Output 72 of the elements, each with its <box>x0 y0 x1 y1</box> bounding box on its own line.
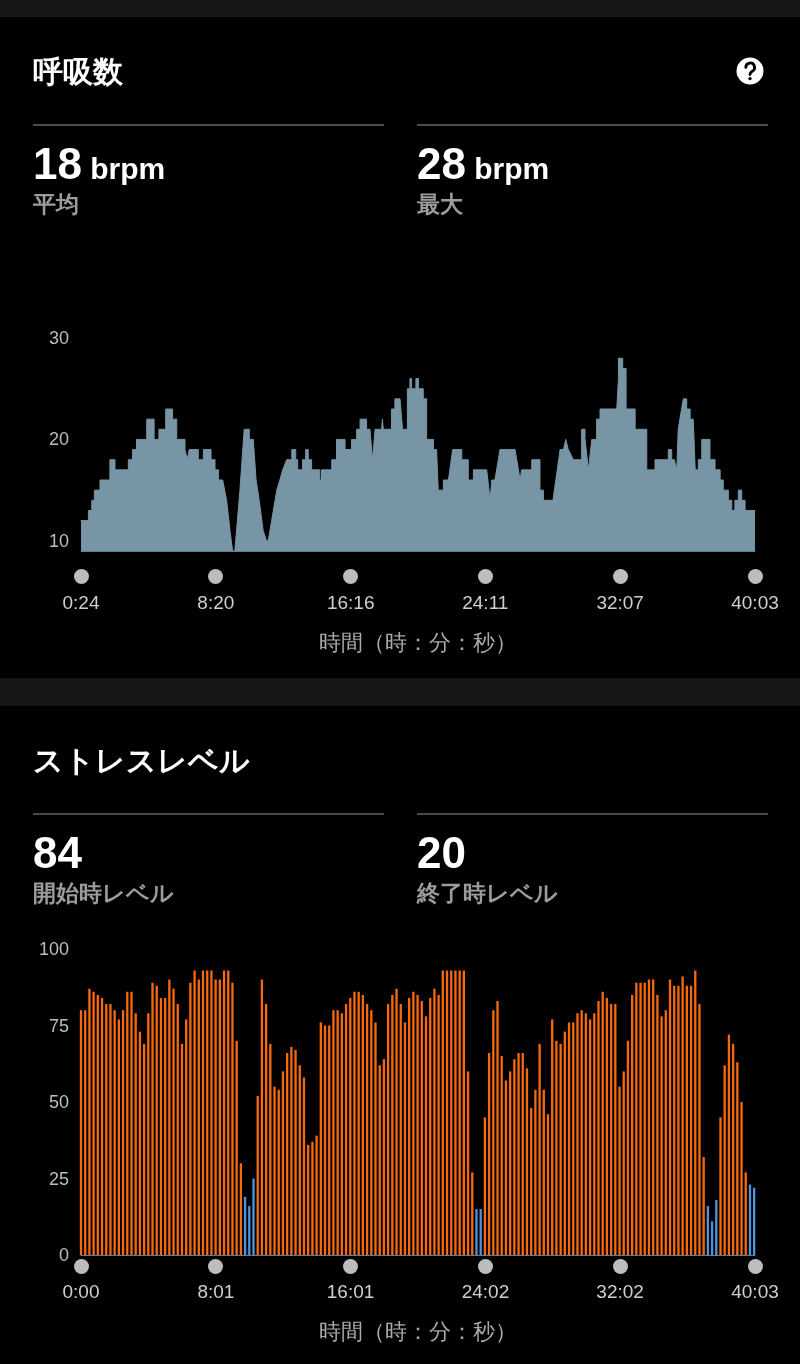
bar <box>210 970 213 1255</box>
bar <box>656 994 659 1255</box>
bar <box>555 1040 558 1255</box>
bar <box>273 1086 276 1255</box>
bar <box>315 1135 318 1255</box>
text: 20 <box>417 828 466 877</box>
text: 終了時レベル <box>417 880 558 906</box>
y-tick-label: 50 <box>48 1092 69 1112</box>
x-tick-label: 24:11 <box>462 592 509 613</box>
text: 開始時レベル <box>33 880 174 906</box>
y-tick-label: 0 <box>58 1245 69 1265</box>
bar <box>252 1178 255 1255</box>
bar <box>353 991 356 1255</box>
bar <box>475 1209 478 1255</box>
y-tick-label: 100 <box>38 939 69 959</box>
x-tick-label: 16:01 <box>326 1281 375 1302</box>
text: 84 <box>33 828 82 877</box>
bar <box>517 1053 520 1255</box>
bar <box>458 970 461 1255</box>
bar <box>681 976 684 1255</box>
y-tick-label: 75 <box>48 1015 69 1036</box>
text: 最大 <box>417 191 463 217</box>
bar <box>336 1010 339 1255</box>
y-tick-label: 20 <box>48 429 69 450</box>
bar <box>559 1043 562 1255</box>
bar <box>193 970 196 1255</box>
x-tick-label: 24:02 <box>461 1281 510 1302</box>
bar <box>231 982 234 1255</box>
text: 18 brpm <box>33 139 166 188</box>
x-tick-label: 8:01 <box>197 1281 235 1302</box>
x-axis-title: 時間（時：分：秒） <box>319 1318 517 1344</box>
bar <box>454 970 457 1255</box>
bar <box>538 1043 541 1255</box>
bar <box>395 988 398 1255</box>
bar <box>151 982 154 1255</box>
x-tick-label: 8:20 <box>197 592 235 613</box>
bar <box>618 1086 621 1255</box>
bar <box>290 1046 293 1255</box>
bar <box>412 991 415 1255</box>
bar <box>635 982 638 1255</box>
x-tick-label: 0:24 <box>62 592 100 613</box>
x-tick-label: 16:16 <box>326 592 375 613</box>
x-tick-label: 40:03 <box>731 592 779 613</box>
bar <box>374 1022 377 1255</box>
bar <box>740 1102 743 1255</box>
bar <box>294 1049 297 1255</box>
bar <box>88 988 91 1255</box>
bar <box>433 988 436 1255</box>
y-tick-label: 30 <box>48 328 69 348</box>
bar <box>416 994 419 1255</box>
x-axis-title: 時間（時：分：秒） <box>319 629 517 655</box>
x-tick-label: 32:07 <box>596 592 644 613</box>
text: 平均 <box>33 191 79 217</box>
bar <box>168 979 171 1255</box>
bar <box>698 1004 701 1255</box>
bar <box>496 1001 499 1255</box>
bar <box>92 991 95 1255</box>
chart-title: ストレスレベル <box>33 744 250 777</box>
y-tick-label: 10 <box>48 530 69 551</box>
x-tick-label: 40:03 <box>731 1281 779 1302</box>
bar <box>332 1010 335 1255</box>
y-tick-label: 25 <box>48 1168 69 1189</box>
bar <box>130 991 133 1255</box>
bar <box>719 1117 722 1255</box>
x-tick-label: 32:02 <box>596 1281 644 1302</box>
bar <box>576 1013 579 1255</box>
text: 28 brpm <box>417 139 550 188</box>
bar <box>597 1001 600 1255</box>
bar <box>109 1004 112 1255</box>
chart-title: 呼吸数 <box>33 55 123 88</box>
bar <box>639 982 642 1255</box>
x-tick-label: 0:00 <box>62 1281 100 1302</box>
